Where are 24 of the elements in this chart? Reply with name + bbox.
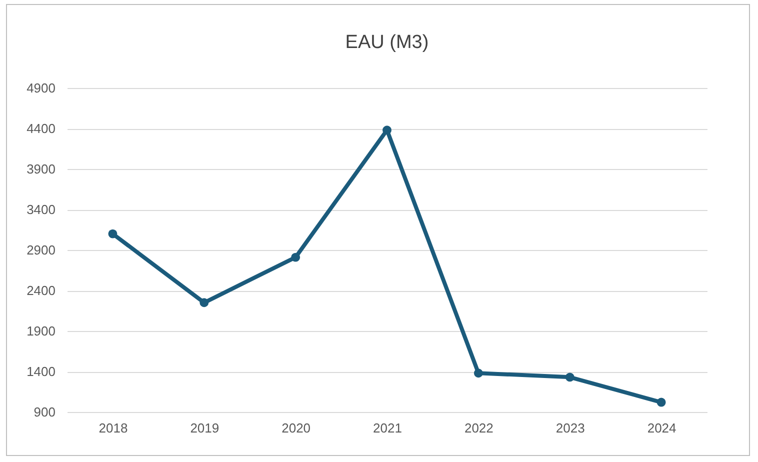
x-tick-label: 2018 [98,420,128,436]
point [108,229,118,238]
y-tick-label: 1400 [26,364,56,379]
y-tick-label: 900 [34,404,56,420]
point [474,368,483,378]
x-tick-label: 2024 [647,420,676,436]
point [656,398,666,407]
point [382,126,392,135]
y-tick-label: 3900 [26,162,56,176]
x-tick-label: 2023 [556,420,585,436]
x-tick-label: 2022 [464,420,494,436]
y-tick-label: 3400 [26,202,56,217]
x-tick-label: 2021 [373,420,402,436]
y-tick-label: 2400 [26,283,56,298]
y-tick-label: 1900 [26,324,56,338]
point [565,372,574,382]
point [291,252,300,262]
x-tick-label: 2020 [282,420,311,436]
y-tick-label: 4400 [26,121,56,136]
chart-title: EAU (M3) [345,32,429,53]
y-tick-label: 2900 [26,242,56,258]
point [200,298,209,308]
y-tick-label: 4900 [26,80,56,96]
x-tick-label: 2019 [190,420,220,436]
